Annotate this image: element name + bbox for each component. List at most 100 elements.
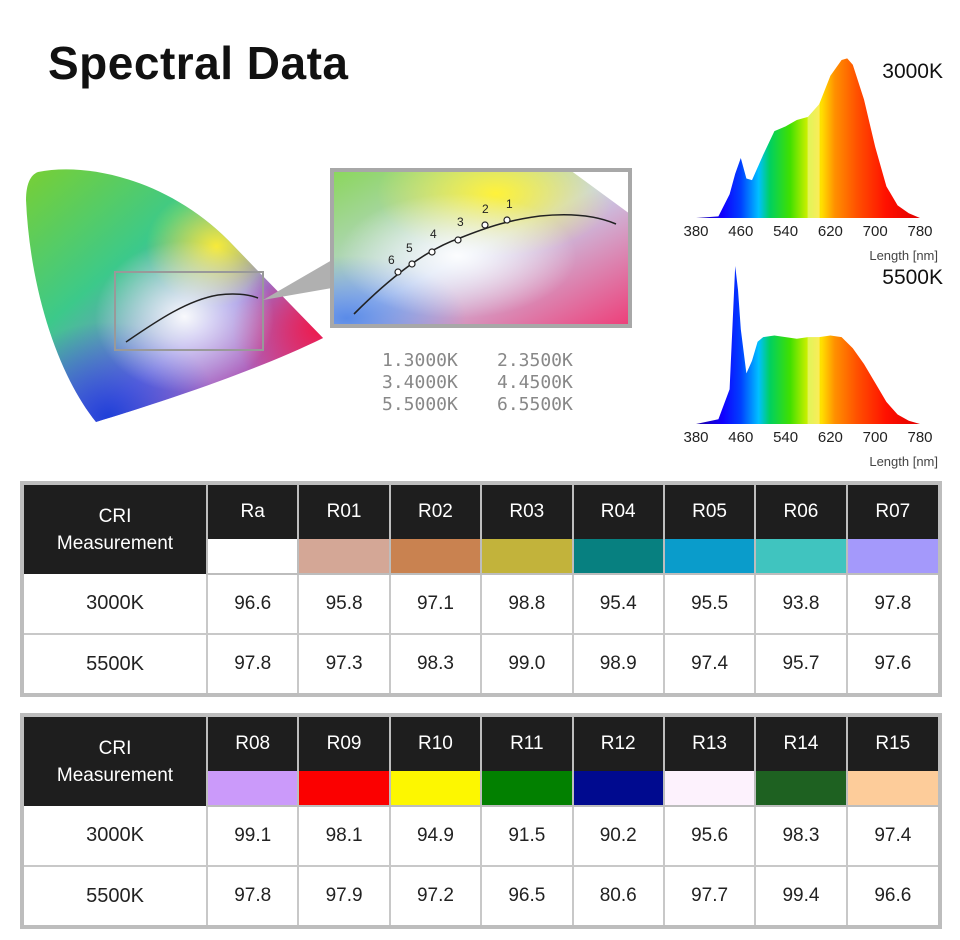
locus-point-label: 2 [482, 202, 489, 216]
column-header: R06 [755, 485, 848, 539]
x-tick-label: 380 [683, 429, 708, 446]
column-header: R13 [663, 717, 757, 771]
table-row: 5500K 97.8 97.9 97.2 96.5 80.6 97.7 99.4 96.6 [24, 866, 938, 925]
column-header: R04 [572, 485, 665, 539]
color-swatch [755, 771, 848, 807]
x-axis-label: Length [nm] [869, 248, 938, 263]
color-swatch [481, 771, 574, 807]
x-tick-label: 780 [907, 223, 932, 240]
x-tick-label: 540 [773, 429, 798, 446]
locus-point [394, 268, 402, 276]
cri-value: 98.3 [389, 634, 483, 693]
locus-point-label: 4 [430, 227, 437, 241]
cri-value: 97.8 [207, 634, 300, 693]
cri-value: 97.8 [207, 866, 300, 925]
color-swatch [389, 771, 483, 807]
color-swatch [298, 539, 391, 575]
spectrum-3000k: 380 460 540 620 700 780 Length [nm] 3000K [676, 48, 956, 268]
column-header: Ra [207, 485, 300, 539]
column-header: R01 [298, 485, 391, 539]
column-header: R15 [846, 717, 938, 771]
x-axis-label: Length [nm] [869, 454, 938, 469]
x-tick-label: 620 [818, 223, 843, 240]
color-swatch [663, 539, 757, 575]
cri-value: 97.4 [663, 634, 757, 693]
legend-item: 3.4000K [382, 372, 458, 393]
cri-value: 97.6 [874, 653, 912, 674]
zoom-callout [263, 260, 332, 300]
legend-item: 6.5500K [497, 394, 573, 415]
x-tick-label: 380 [683, 223, 708, 240]
spectrum-title: 5500K [882, 266, 943, 289]
cct-legend: 1.3000K 2.3500K 3.4000K 4.4500K 5.5000K 6.5… [382, 350, 612, 416]
cri-value: 98.9 [572, 634, 665, 693]
locus-point-label: 6 [388, 253, 395, 267]
cri-value: 98.8 [481, 574, 574, 635]
cri-value: 97.1 [389, 574, 483, 635]
cri-table-2: CRI Measurement R08 R09 R10 R11 R12 R13 R14 R15 30… [20, 713, 942, 929]
x-tick-label: 700 [863, 223, 888, 240]
cie-diagram [26, 169, 332, 423]
color-swatch [207, 771, 300, 807]
cri-header: CRI Measurement [24, 485, 208, 574]
x-tick-label: 780 [907, 429, 932, 446]
locus-point [408, 260, 416, 268]
color-swatch [572, 539, 665, 575]
x-tick-label: 460 [728, 429, 753, 446]
cri-value: 99.4 [755, 866, 848, 925]
spectrum-5500k: 380 460 540 620 700 780 Length [nm] 5500K [676, 254, 956, 474]
column-header: R14 [755, 717, 848, 771]
x-tick-label: 620 [818, 429, 843, 446]
cri-value: 97.8 [846, 574, 938, 635]
color-swatch [389, 539, 483, 575]
cri-value: 97.9 [298, 866, 391, 925]
column-header: R03 [481, 485, 574, 539]
color-swatch [846, 771, 938, 807]
cri-value: 80.6 [572, 866, 665, 925]
cri-value: 97.3 [298, 634, 391, 693]
color-swatch [207, 539, 300, 575]
column-header: R11 [481, 717, 574, 771]
locus-point-label: 1 [506, 197, 513, 211]
x-tick-label: 460 [728, 223, 753, 240]
row-label: 5500K [24, 866, 208, 925]
cri-header: CRI Measurement [24, 717, 208, 806]
color-swatch [663, 771, 757, 807]
cri-value: 91.5 [481, 806, 574, 867]
cri-value: 95.5 [663, 574, 757, 635]
cri-value: 90.2 [572, 806, 665, 867]
cri-value: 95.7 [755, 634, 848, 693]
table-row: 3000K 99.1 98.1 94.9 91.5 90.2 95.6 98.3 97.4 [24, 806, 938, 867]
locus-point [428, 248, 436, 256]
cri-value: 99.1 [207, 806, 300, 867]
row-label: 3000K [24, 806, 208, 867]
column-header: R10 [389, 717, 483, 771]
locus-point [503, 216, 511, 224]
cri-value: 95.6 [663, 806, 757, 867]
locus-point [481, 221, 489, 229]
legend-item: 1.3000K [382, 350, 458, 371]
row-label: 3000K [24, 574, 208, 635]
cri-value: 98.3 [755, 806, 848, 867]
spectrum-title: 3000K [882, 60, 943, 83]
column-header: R08 [207, 717, 300, 771]
locus-point-label: 3 [457, 215, 464, 229]
cri-value: 93.8 [755, 574, 848, 635]
cri-value: 94.9 [389, 806, 483, 867]
cri-value: 96.6 [874, 885, 912, 906]
zoom-region-box [114, 271, 264, 351]
legend-item: 2.3500K [497, 350, 573, 371]
cri-value: 99.0 [481, 634, 574, 693]
cri-value: 95.4 [572, 574, 665, 635]
legend-item: 4.4500K [497, 372, 573, 393]
row-label: 5500K [24, 634, 208, 693]
cri-value: 97.7 [663, 866, 757, 925]
column-header: R12 [572, 717, 665, 771]
locus-point-label: 5 [406, 241, 413, 255]
cri-value: 98.1 [298, 806, 391, 867]
color-swatch [755, 539, 848, 575]
legend-item: 5.5000K [382, 394, 458, 415]
x-tick-label: 700 [863, 429, 888, 446]
x-tick-label: 540 [773, 223, 798, 240]
color-swatch [572, 771, 665, 807]
